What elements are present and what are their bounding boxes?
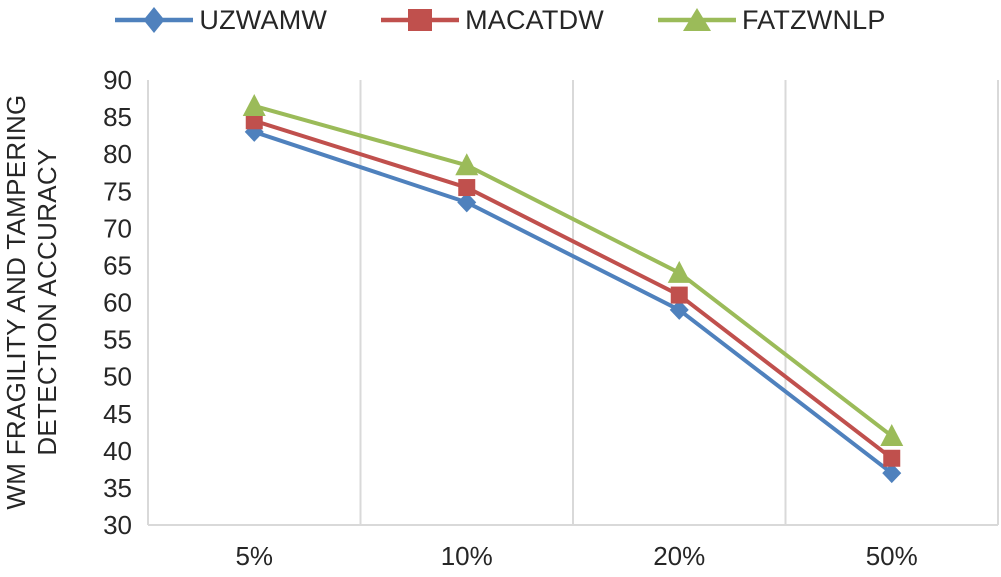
data-point-triangle	[880, 424, 904, 446]
y-tick-label: 80	[103, 139, 132, 169]
y-tick-label: 75	[103, 176, 132, 206]
y-tick-label: 90	[103, 65, 132, 95]
y-tick-label: 60	[103, 288, 132, 318]
y-tick-label: 55	[103, 325, 132, 355]
y-tick-label: 45	[103, 399, 132, 429]
series-line-uzwamw	[253, 130, 893, 475]
y-tick-label: 70	[103, 213, 132, 243]
series-line-macatdw	[253, 118, 893, 460]
legend-item-macatdw: MACATDW	[381, 2, 604, 38]
triangle-marker-icon	[657, 8, 736, 31]
y-tick-label: 40	[103, 436, 132, 466]
legend-label: FATZWNLP	[741, 4, 886, 35]
data-point-square	[883, 449, 901, 467]
data-point-diamond	[244, 121, 264, 142]
y-tick-label: 85	[103, 102, 132, 132]
data-point-diamond	[457, 192, 477, 213]
data-point-triangle	[455, 153, 479, 176]
data-point-diamond	[882, 463, 902, 484]
x-tick-label: 5%	[235, 541, 273, 571]
data-point-triangle	[242, 93, 266, 116]
x-tick-label: 50%	[866, 541, 918, 571]
chart-legend: UZWAMW MACATDW FATZWNLP	[0, 2, 1001, 38]
legend-item-uzwamw: UZWAMW	[115, 2, 327, 38]
diamond-marker-icon	[115, 7, 194, 33]
legend-label: MACATDW	[465, 4, 604, 35]
data-point-diamond	[669, 299, 689, 320]
data-point-triangle	[667, 260, 691, 283]
x-tick-label: 20%	[653, 541, 705, 571]
data-point-square	[245, 112, 263, 130]
data-point-square	[670, 286, 688, 304]
y-tick-label: 65	[103, 250, 132, 280]
x-tick-label: 10%	[441, 541, 493, 571]
y-tick-label: 35	[103, 473, 132, 503]
square-marker-icon	[381, 9, 460, 31]
series-line-fatzwnlp	[253, 104, 893, 438]
y-tick-label: 30	[103, 510, 132, 540]
y-tick-label: 50	[103, 362, 132, 392]
data-point-square	[458, 179, 476, 197]
legend-item-fatzwnlp: FATZWNLP	[657, 2, 886, 38]
legend-label: UZWAMW	[199, 4, 328, 35]
